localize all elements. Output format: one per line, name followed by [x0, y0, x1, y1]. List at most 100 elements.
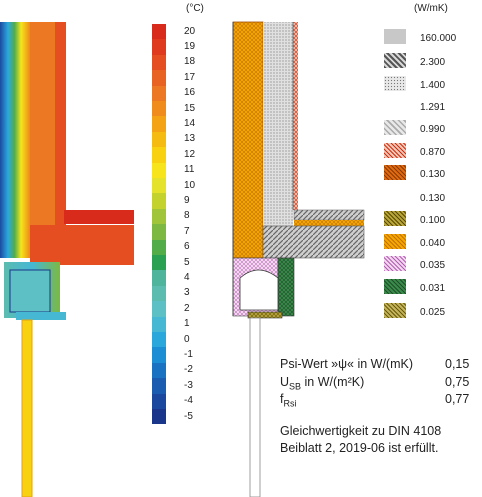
scale-swatch [152, 239, 166, 255]
material-swatch [384, 53, 406, 68]
scale-label: -4 [184, 395, 193, 407]
thermal-simulation [0, 22, 134, 497]
mat-floor-top [293, 209, 365, 221]
scale-swatch [152, 347, 166, 363]
scale-swatch [152, 193, 166, 209]
scale-label: -2 [184, 364, 193, 376]
thermal-frame-inner [9, 269, 51, 313]
scale-label: 19 [184, 40, 196, 52]
scale-swatch [152, 208, 166, 225]
mat-floor-insulation [294, 220, 364, 226]
scale-swatch [152, 24, 166, 40]
scale-label: 5 [184, 256, 190, 268]
scale-swatch [152, 54, 166, 71]
result-label-sub: Rsi [283, 398, 297, 409]
scale-label: 1 [184, 318, 190, 330]
scale-swatch [152, 393, 166, 409]
material-label: 160.000 [420, 33, 457, 44]
scale-label: 4 [184, 271, 190, 283]
scale-swatch [152, 316, 166, 332]
scale-label: 12 [184, 148, 196, 160]
material-swatch [384, 234, 406, 249]
material-label: 0.025 [420, 307, 446, 318]
material-swatch [384, 165, 406, 180]
scale-swatch [152, 147, 166, 163]
material-label: 0.100 [420, 215, 446, 226]
thermal-sash [16, 312, 66, 320]
mat-insulation-outer [232, 21, 264, 259]
equivalence-note: Gleichwertigkeit zu DIN 4108 Beiblatt 2,… [280, 424, 442, 455]
scale-label: 20 [184, 25, 196, 37]
mat-plaster-inner [293, 22, 298, 210]
scale-label: 18 [184, 56, 196, 68]
scale-swatch [152, 70, 166, 86]
scale-swatch [152, 224, 166, 240]
result-label: fRsi [280, 392, 296, 412]
mat-glass [249, 317, 261, 497]
scale-label: -3 [184, 379, 193, 391]
material-label: 0.040 [420, 238, 446, 249]
material-swatch [384, 29, 406, 44]
scale-label: 7 [184, 225, 190, 237]
scale-label: 6 [184, 241, 190, 253]
scale-swatch [152, 301, 166, 317]
result-label-main: Psi-Wert »ψ« in W/(mK) [280, 357, 413, 371]
scale-label: -1 [184, 348, 193, 360]
temperature-unit: (°C) [186, 3, 204, 14]
material-swatch [384, 211, 406, 226]
material-label: 1.291 [420, 102, 446, 113]
scale-label: -5 [184, 410, 193, 422]
scale-swatch [152, 178, 166, 194]
scale-label: 8 [184, 210, 190, 222]
scale-swatch [152, 162, 166, 178]
material-label: 1.400 [420, 80, 446, 91]
scale-label: 9 [184, 194, 190, 206]
material-swatch [384, 303, 406, 318]
result-label-main: U [280, 375, 290, 389]
material-drawing [232, 21, 365, 497]
scale-swatch [152, 116, 166, 132]
material-label: 0.870 [420, 147, 446, 158]
result-label: Psi-Wert »ψ« in W/(mK) [280, 357, 413, 372]
scale-swatch [152, 255, 166, 271]
conductivity-unit: (W/mK) [414, 3, 448, 14]
scale-label: 17 [184, 71, 196, 83]
material-swatch [384, 120, 406, 135]
scale-label: 14 [184, 117, 196, 129]
thermal-ceiling-top [64, 210, 134, 224]
scale-swatch [152, 285, 166, 302]
material-swatch [384, 279, 406, 294]
material-label: 0.031 [420, 283, 446, 294]
material-label: 0.990 [420, 124, 446, 135]
scale-label: 16 [184, 87, 196, 99]
material-label: 0.130 [420, 169, 446, 180]
scale-label: 3 [184, 287, 190, 299]
scale-label: 2 [184, 302, 190, 314]
scale-swatch [152, 270, 166, 286]
result-label-sub: SB [289, 381, 302, 392]
result-label-tail: in W/(m²K) [301, 375, 365, 389]
thermal-ceiling-slab [30, 225, 134, 265]
result-value: 0,15 [445, 357, 470, 371]
scale-swatch [152, 362, 166, 379]
material-label: 0.130 [420, 193, 446, 204]
mat-sash-bar [247, 311, 283, 319]
result-label: USB in W/(m²K) [280, 375, 364, 395]
scale-swatch [152, 101, 166, 117]
result-value: 0,77 [445, 392, 470, 406]
material-swatch [384, 143, 406, 158]
material-swatch [384, 76, 406, 91]
result-value: 0,75 [445, 375, 470, 389]
scale-label: 11 [184, 164, 195, 176]
scale-swatch [152, 378, 166, 394]
scale-label: 10 [184, 179, 196, 191]
material-swatch [384, 256, 406, 271]
mat-slab [262, 225, 365, 259]
scale-swatch [152, 131, 166, 148]
mat-masonry [263, 22, 293, 230]
result-label-main: f [280, 392, 284, 406]
mat-frame-green [277, 257, 295, 317]
thermal-wall-inner [55, 22, 66, 258]
scale-swatch [152, 39, 166, 55]
material-label: 0.035 [420, 260, 446, 271]
